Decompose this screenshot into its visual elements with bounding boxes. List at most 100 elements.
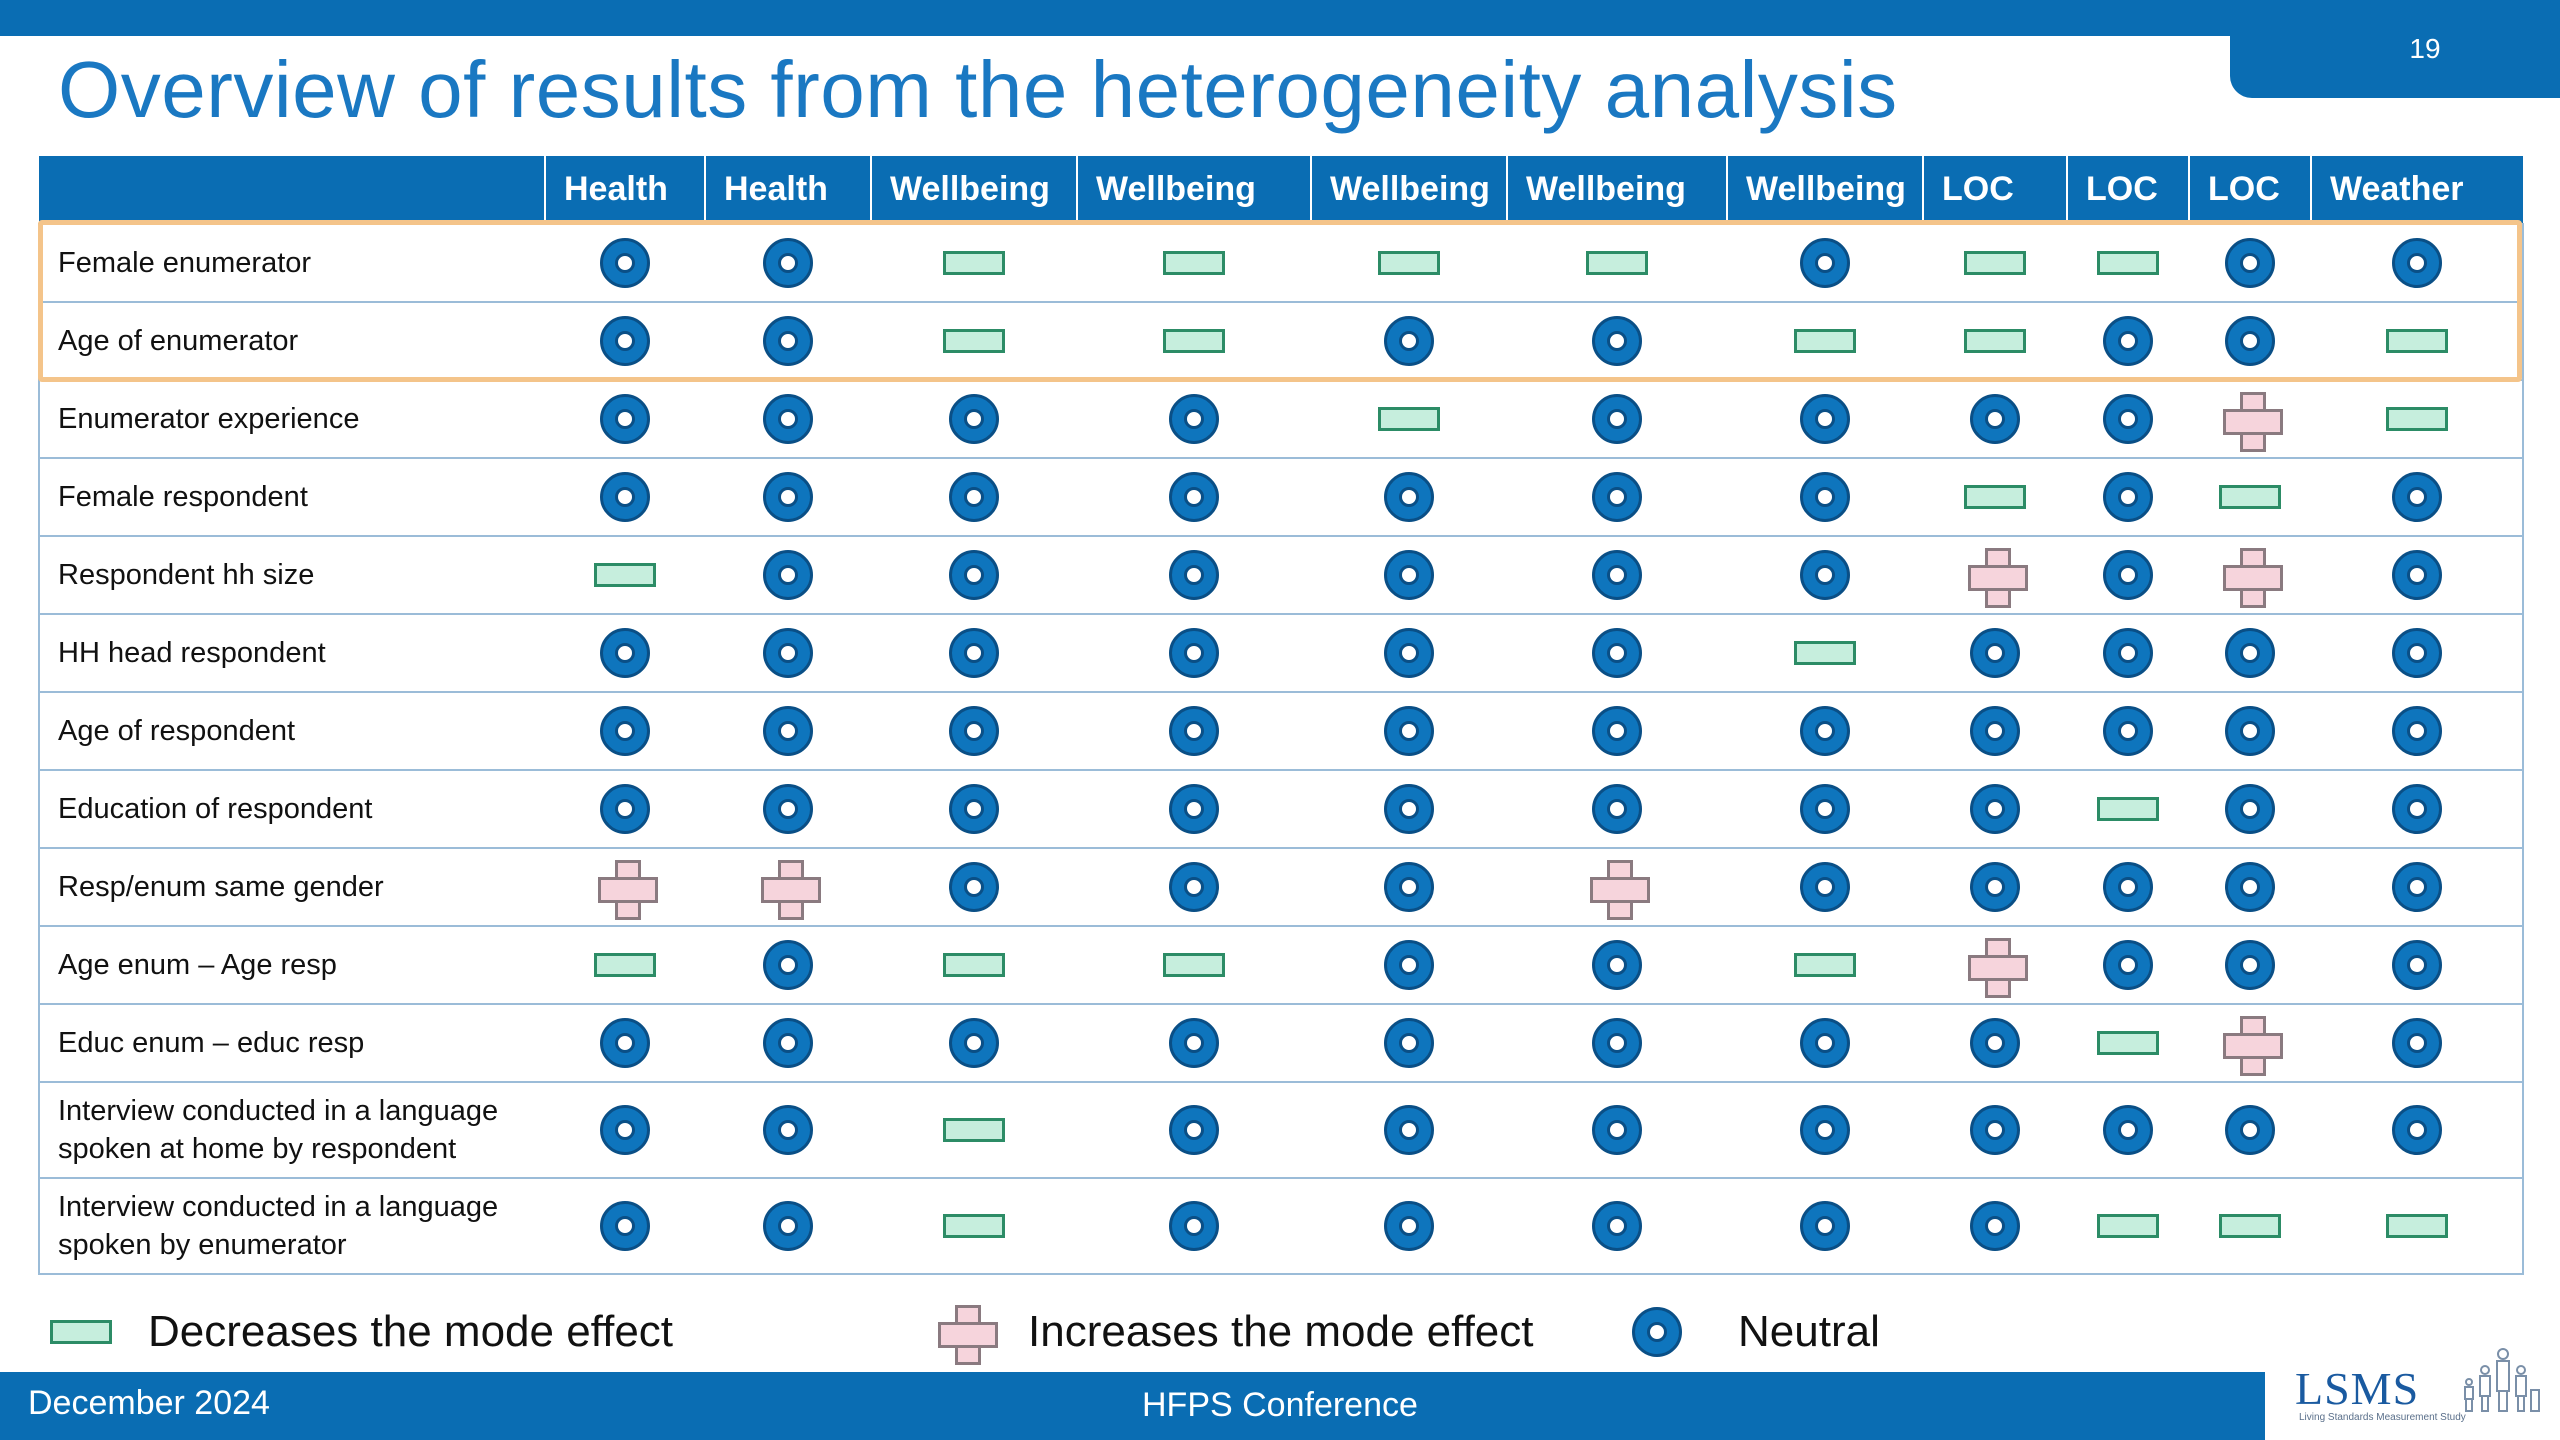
column-header: Health (704, 156, 871, 224)
result-cell (1077, 1003, 1311, 1082)
row-label: Age of respondent (38, 691, 545, 770)
result-cell (1923, 379, 2067, 458)
ring-icon (1800, 550, 1850, 600)
result-cell (1727, 223, 1923, 302)
result-cell (1507, 769, 1727, 848)
decrease-icon (943, 1214, 1005, 1238)
table-row: Educ enum – educ resp (38, 1003, 2524, 1082)
ring-icon (1592, 472, 1642, 522)
ring-icon (2391, 1018, 2442, 1068)
ring-icon (1169, 1201, 1219, 1251)
ring-icon (600, 1105, 650, 1155)
ring-icon (763, 940, 813, 990)
result-cell (1507, 379, 1727, 458)
ring-icon (2103, 316, 2153, 366)
decrease-icon (1163, 329, 1225, 353)
result-cell (2189, 769, 2311, 848)
result-cell (545, 691, 705, 770)
ring-icon (1800, 1201, 1850, 1251)
ring-icon (2391, 784, 2442, 834)
result-cell (2067, 925, 2189, 1004)
result-cell (545, 769, 705, 848)
result-cell (705, 301, 871, 380)
result-cell (705, 769, 871, 848)
table-row: Female enumerator (38, 223, 2524, 302)
result-cell (545, 613, 705, 692)
result-cell (1507, 301, 1727, 380)
row-label: HH head respondent (38, 613, 545, 692)
result-cell (1727, 769, 1923, 848)
result-cell (871, 769, 1077, 848)
ring-icon (1592, 394, 1642, 444)
result-cell (705, 925, 871, 1004)
ring-icon (1800, 706, 1850, 756)
result-cell (1311, 1081, 1507, 1178)
decrease-icon (2385, 407, 2448, 431)
ring-icon (2103, 394, 2153, 444)
ring-icon (949, 628, 999, 678)
ring-icon (2103, 940, 2153, 990)
result-cell (2189, 457, 2311, 536)
page-number: 19 (2230, 0, 2560, 98)
result-cell (1311, 769, 1507, 848)
result-cell (2067, 1003, 2189, 1082)
ring-icon (1970, 1105, 2020, 1155)
legend-decrease-label: Decreases the mode effect (148, 1307, 674, 1356)
result-cell (2189, 223, 2311, 302)
ring-icon (1384, 1018, 1434, 1068)
result-cell (1727, 847, 1923, 926)
result-cell (1507, 1177, 1727, 1275)
ring-icon (1169, 628, 1219, 678)
ring-icon (1384, 316, 1434, 366)
ring-icon (2391, 940, 2442, 990)
ring-icon (1384, 940, 1434, 990)
result-cell (1923, 847, 2067, 926)
ring-icon (600, 784, 650, 834)
column-header: Wellbeing (1506, 156, 1727, 224)
ring-icon (1800, 238, 1850, 288)
decrease-icon (1794, 329, 1856, 353)
decrease-icon (2097, 1031, 2159, 1055)
result-cell (871, 379, 1077, 458)
ring-icon (1169, 394, 1219, 444)
ring-icon (949, 394, 999, 444)
results-table: Health Health Wellbeing Wellbeing Wellbeing W… (38, 156, 2524, 1275)
result-cell (871, 613, 1077, 692)
result-cell (871, 457, 1077, 536)
plus-icon (1590, 860, 1650, 920)
ring-icon (1970, 706, 2020, 756)
result-cell (2311, 535, 2524, 614)
result-cell (1077, 847, 1311, 926)
result-cell (1077, 769, 1311, 848)
result-cell (2067, 535, 2189, 614)
result-cell (705, 847, 871, 926)
ring-icon (2225, 238, 2275, 288)
result-cell (2189, 535, 2311, 614)
table-row: Interview conducted in a language spoken … (38, 1081, 2524, 1178)
column-header: Weather (2310, 156, 2523, 224)
legend-neutral-label: Neutral (1738, 1307, 1880, 1356)
logo: LSMS Living Standards Measurement Study (2265, 1340, 2560, 1440)
result-cell (1727, 691, 1923, 770)
result-cell (2067, 1177, 2189, 1275)
decrease-icon (943, 1118, 1005, 1142)
result-cell (1923, 223, 2067, 302)
result-cell (2311, 457, 2524, 536)
ring-icon (1169, 472, 1219, 522)
result-cell (2189, 613, 2311, 692)
result-cell (545, 925, 705, 1004)
ring-icon (2391, 706, 2442, 756)
ring-icon (1970, 394, 2020, 444)
result-cell (1727, 457, 1923, 536)
ring-icon (2103, 862, 2153, 912)
result-cell (1507, 691, 1727, 770)
result-cell (2311, 223, 2524, 302)
ring-icon (2225, 316, 2275, 366)
result-cell (2311, 1003, 2524, 1082)
column-header: LOC (2188, 156, 2311, 224)
table-row: Resp/enum same gender (38, 847, 2524, 926)
row-label: Female enumerator (38, 223, 545, 302)
ring-icon (763, 394, 813, 444)
ring-icon (1384, 628, 1434, 678)
decrease-icon (1163, 251, 1225, 275)
